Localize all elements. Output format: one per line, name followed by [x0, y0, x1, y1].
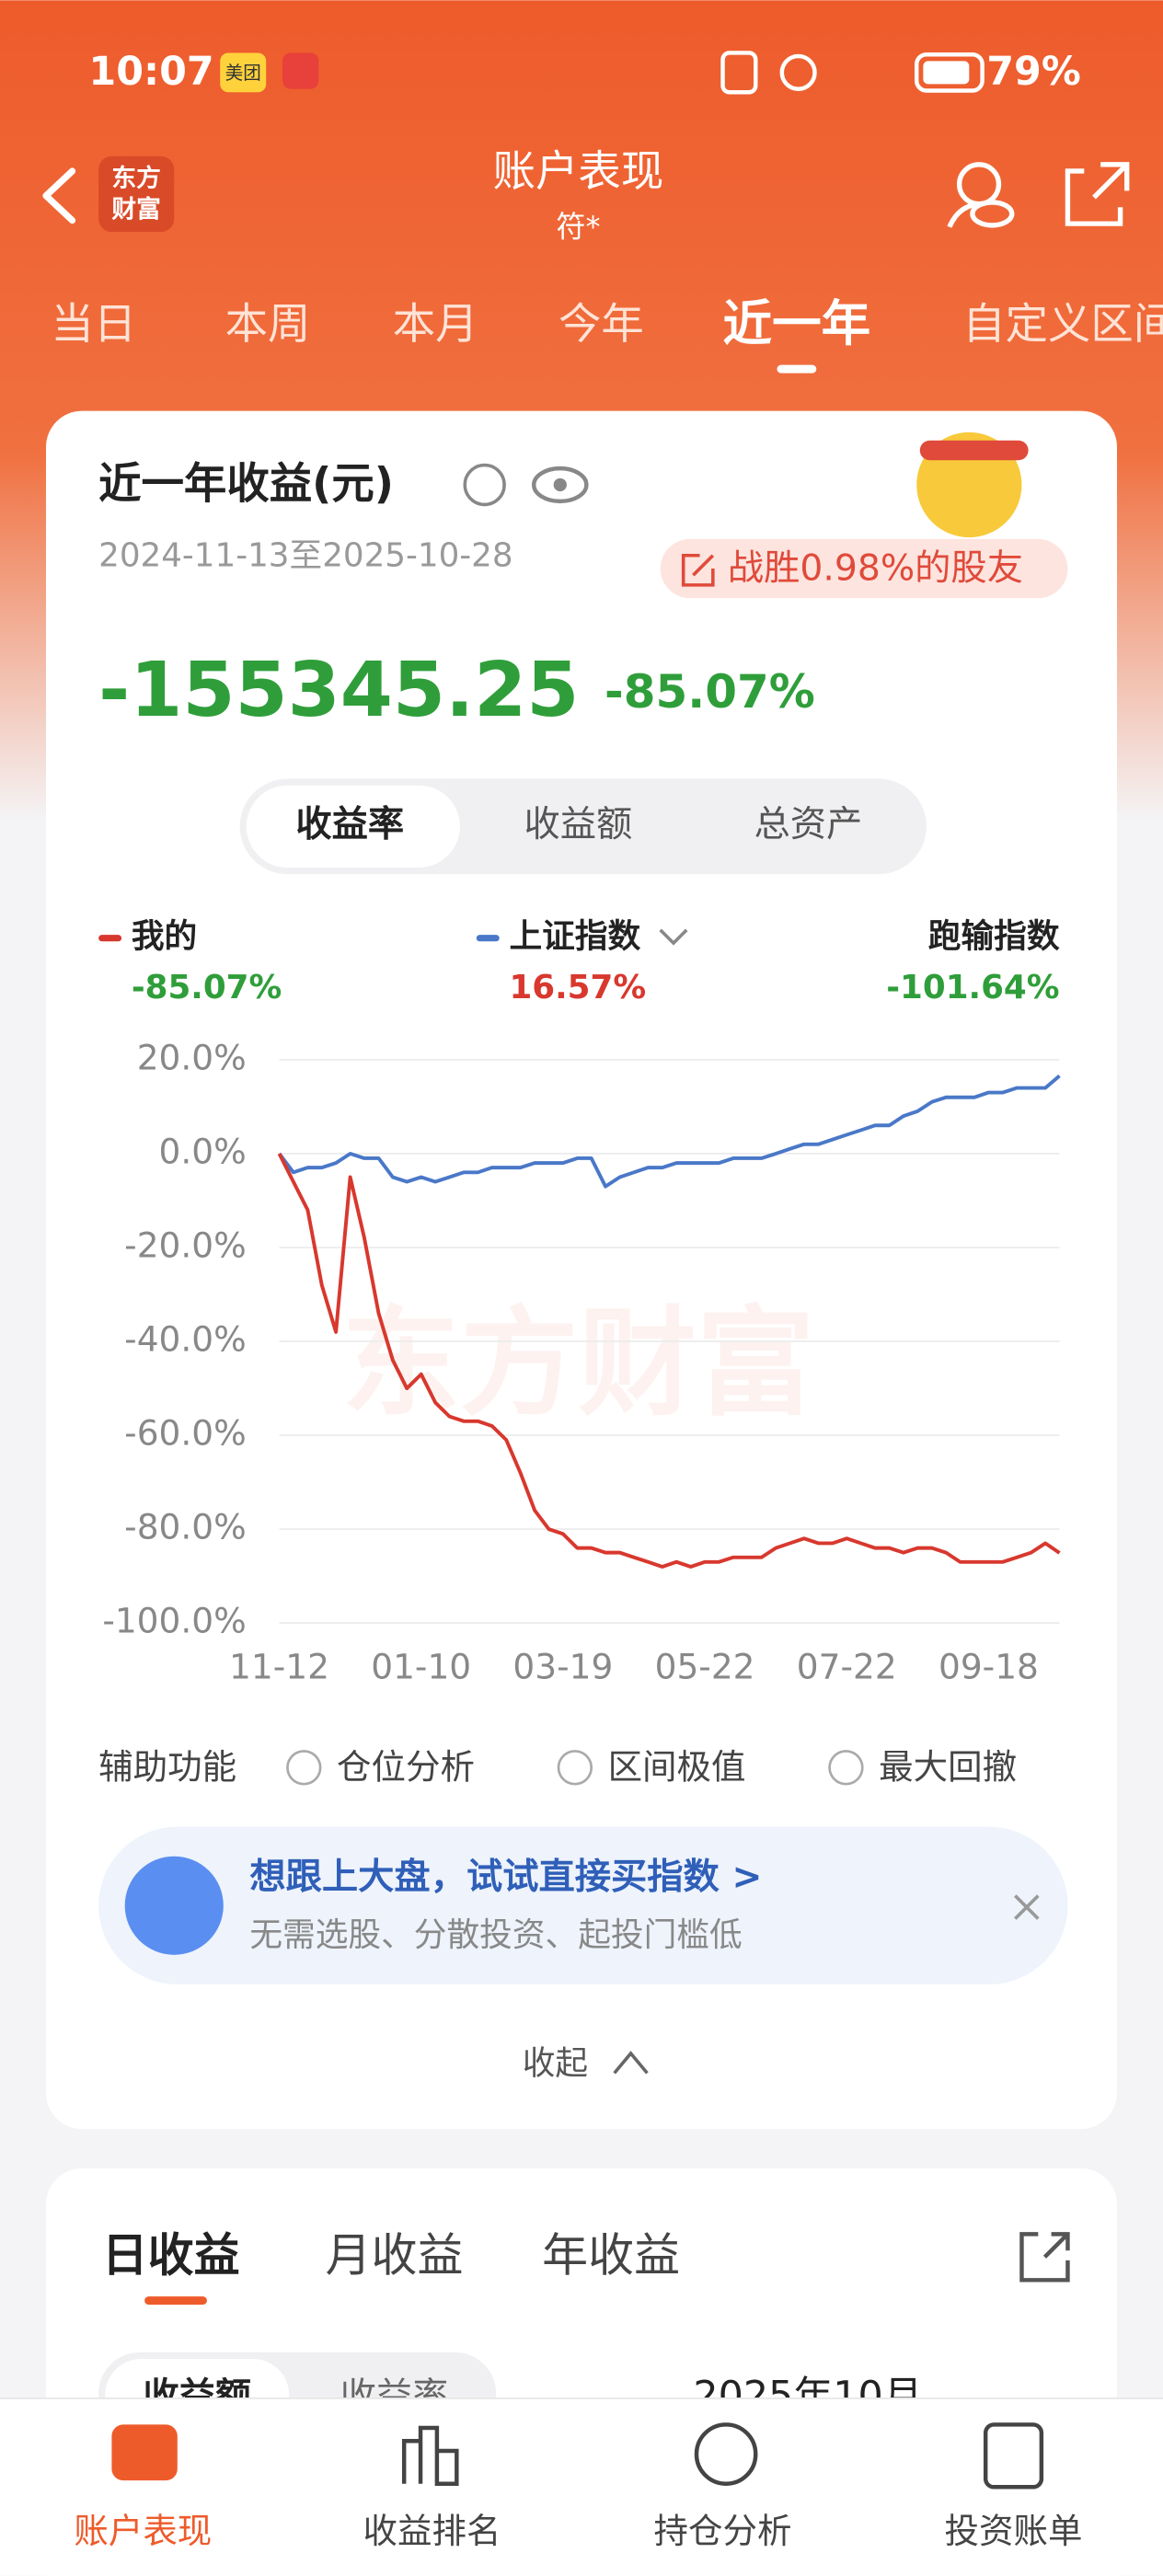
tool-option[interactable]: 最大回撤: [879, 1747, 1017, 1788]
rank-badge-icon: [681, 553, 715, 587]
collapse-text[interactable]: 收起: [523, 2044, 588, 2082]
x-tick-label: 03-19: [512, 1647, 613, 1687]
page-title: 账户表现: [493, 146, 664, 196]
logo-badge[interactable]: [98, 155, 175, 233]
rank-badge[interactable]: [660, 538, 1068, 599]
nfc-icon: [720, 51, 758, 95]
alarm-icon: [779, 53, 817, 91]
radio[interactable]: [557, 1750, 593, 1786]
x-tick-label: 09-18: [938, 1647, 1039, 1687]
visibility-icon[interactable]: [531, 466, 589, 504]
battery-icon: [914, 52, 985, 93]
series-line: [277, 1074, 1061, 1189]
collapse-icon[interactable]: [613, 2051, 649, 2075]
period-tab[interactable]: 本月: [393, 299, 478, 349]
nav-label[interactable]: 投资账单: [945, 2511, 1083, 2551]
metric-tab[interactable]: 收益率: [295, 804, 404, 845]
y-tick-label: -80.0%: [124, 1507, 247, 1547]
x-tick-label: 07-22: [797, 1647, 897, 1687]
promo-subtitle: 无需选股、分散投资、起投门槛低: [249, 1916, 742, 1954]
series-line: [277, 1153, 1061, 1569]
x-tick-label: 11-12: [229, 1647, 329, 1687]
metric-switch-active: [246, 785, 460, 868]
eye-icon: [970, 200, 1015, 228]
period-tab[interactable]: 当日: [51, 299, 136, 349]
logo-text: 财富: [111, 194, 161, 224]
summary-title: 近一年收益(元): [98, 458, 394, 508]
visibility-pupil: [553, 477, 567, 492]
tool-option[interactable]: 仓位分析: [337, 1747, 475, 1788]
mascot-headband: [919, 440, 1029, 461]
promo-title: 想跟上大盘，试试直接买指数 >: [249, 1856, 762, 1898]
y-tick-label: -40.0%: [124, 1319, 247, 1360]
date-range: 2024-11-13至2025-10-28: [98, 537, 513, 575]
bottom-nav: [0, 2398, 1163, 2576]
period-tab[interactable]: 本周: [225, 299, 311, 349]
period-tab[interactable]: 近一年: [723, 294, 871, 352]
logo-text: 东方: [111, 163, 161, 192]
comparison-value: -101.64%: [886, 969, 1059, 1006]
y-tick-label: -20.0%: [124, 1225, 247, 1265]
promo-banner[interactable]: [98, 1826, 1068, 1984]
earnings-tab[interactable]: 月收益: [326, 2229, 464, 2283]
legend-label: 上证指数: [509, 918, 640, 956]
watermark: 东方财富: [341, 1295, 814, 1432]
nav-icon-bill: [983, 2422, 1044, 2490]
metric-tab[interactable]: 总资产: [754, 804, 862, 845]
page-subtitle: 符*: [556, 209, 600, 244]
legend-swatch: [476, 935, 500, 942]
nav-label[interactable]: 账户表现: [74, 2511, 212, 2551]
earnings-tab[interactable]: 日收益: [102, 2229, 240, 2283]
legend-dropdown[interactable]: [659, 928, 688, 946]
promo-icon: [124, 1856, 224, 1955]
share-icon[interactable]: [1065, 162, 1130, 226]
app-badge-bg: [220, 52, 267, 93]
tools-label: 辅助功能: [98, 1747, 236, 1788]
nav-icon-holdings: [694, 2422, 758, 2486]
promo-close[interactable]: [1014, 1894, 1040, 1920]
metric-tab[interactable]: 收益额: [524, 804, 633, 845]
nav-icon-ranking: [401, 2425, 459, 2486]
rank-badge-text: 战胜0.98%的股友: [728, 547, 1023, 589]
x-tick-label: 05-22: [655, 1647, 755, 1687]
period-tab[interactable]: 今年: [558, 299, 644, 349]
x-tick-label: 01-10: [371, 1647, 471, 1687]
battery-percent: 79%: [986, 49, 1081, 95]
legend-value: 16.57%: [509, 969, 646, 1006]
legend-value: -85.07%: [132, 969, 282, 1006]
earnings-tab-indicator: [144, 2296, 207, 2306]
legend-label: 我的: [132, 918, 197, 956]
nav-label[interactable]: 持仓分析: [654, 2511, 792, 2551]
battery-level: [923, 61, 970, 85]
nav-label[interactable]: 收益排名: [363, 2511, 501, 2551]
info-icon[interactable]: [463, 463, 506, 507]
y-tick-label: 20.0%: [137, 1037, 247, 1077]
comparison-label: 跑输指数: [928, 918, 1060, 956]
profit-return: -85.07%: [605, 665, 815, 719]
tool-option[interactable]: 区间极值: [608, 1747, 746, 1788]
app-badge: 美团: [225, 63, 261, 84]
export-icon[interactable]: [1019, 2232, 1070, 2283]
nav-icon-performance: [111, 2424, 178, 2481]
radio[interactable]: [828, 1750, 864, 1786]
earnings-tab[interactable]: 年收益: [542, 2229, 680, 2283]
back-button[interactable]: [42, 167, 76, 224]
period-tab-indicator: [777, 364, 817, 374]
y-tick-label: -100.0%: [102, 1601, 246, 1641]
app-icon: [282, 52, 319, 89]
status-time: 10:07: [88, 49, 213, 95]
radio[interactable]: [286, 1750, 322, 1786]
y-tick-label: 0.0%: [159, 1131, 247, 1171]
profit-amount: -155345.25: [98, 647, 579, 734]
period-tab[interactable]: 自定义区间: [962, 299, 1163, 349]
legend-swatch: [98, 935, 122, 942]
y-tick-label: -60.0%: [124, 1413, 247, 1454]
